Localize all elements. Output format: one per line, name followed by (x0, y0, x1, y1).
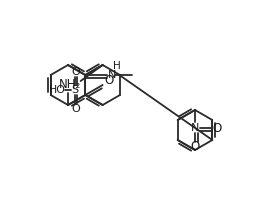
Text: N: N (108, 70, 117, 80)
Text: S: S (71, 85, 78, 95)
Text: O: O (104, 74, 113, 88)
Text: O: O (190, 141, 200, 153)
Text: HO: HO (49, 85, 66, 95)
Text: O: O (212, 122, 222, 134)
Text: O: O (71, 67, 80, 77)
Text: O: O (71, 104, 80, 114)
Text: H: H (113, 61, 121, 71)
Text: N: N (191, 123, 199, 133)
Text: NH₂: NH₂ (59, 79, 81, 92)
